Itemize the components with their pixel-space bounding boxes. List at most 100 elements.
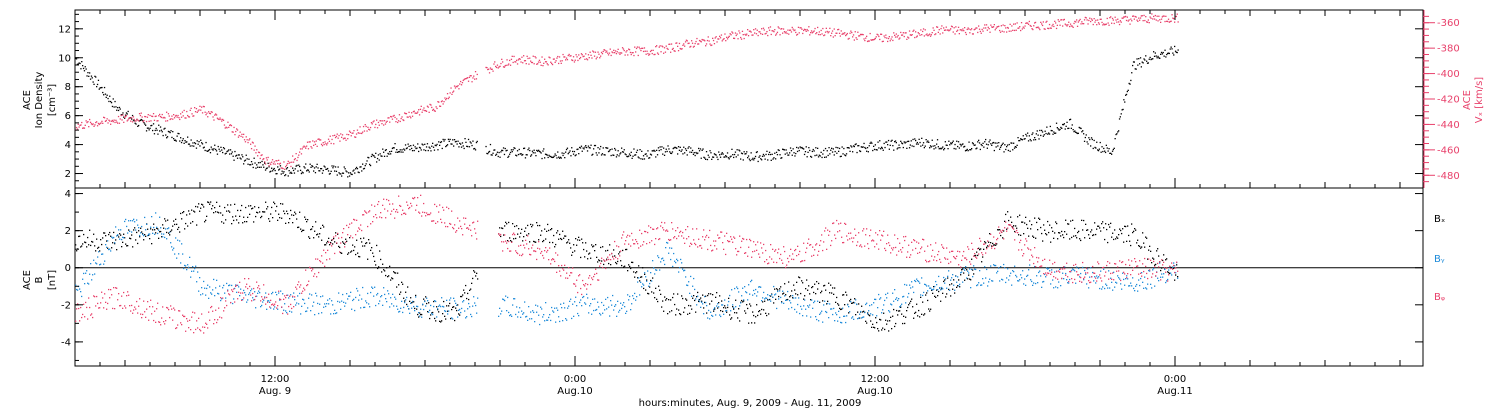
- data-point: [1120, 229, 1122, 232]
- data-point: [739, 150, 741, 152]
- data-point: [201, 143, 204, 145]
- data-point: [893, 32, 895, 34]
- data-point: [181, 324, 183, 326]
- data-point: [951, 277, 953, 279]
- data-point: [450, 317, 452, 320]
- data-point: [932, 27, 934, 29]
- data-point: [225, 126, 227, 128]
- data-point: [574, 250, 576, 252]
- data-point: [369, 164, 372, 167]
- data-point: [950, 25, 953, 27]
- data-point: [979, 148, 981, 151]
- data-point: [361, 298, 363, 300]
- data-point: [100, 239, 102, 241]
- data-point: [224, 206, 226, 209]
- data-point: [323, 143, 325, 146]
- data-point: [143, 119, 145, 122]
- data-point: [1010, 272, 1012, 274]
- data-point: [684, 45, 686, 47]
- data-point: [866, 302, 868, 304]
- data-point: [438, 311, 440, 313]
- data-point: [132, 116, 135, 118]
- data-point: [653, 149, 655, 151]
- data-point: [462, 294, 464, 296]
- data-point: [242, 136, 244, 138]
- data-point: [301, 171, 303, 173]
- data-point: [1142, 281, 1144, 283]
- data-point: [236, 128, 238, 130]
- data-point: [189, 256, 191, 258]
- data-point: [346, 133, 348, 136]
- data-point: [947, 277, 949, 279]
- data-point: [151, 115, 153, 117]
- data-point: [208, 311, 210, 313]
- data-point: [405, 291, 407, 293]
- data-point: [694, 42, 696, 45]
- data-point: [802, 315, 804, 317]
- data-point: [209, 286, 211, 288]
- data-point: [455, 85, 457, 88]
- data-point: [1007, 268, 1009, 270]
- data-point: [955, 275, 957, 277]
- data-point: [832, 36, 834, 38]
- data-point: [332, 243, 334, 245]
- data-point: [243, 297, 245, 299]
- data-point: [941, 147, 943, 149]
- data-point: [468, 76, 471, 78]
- data-point: [288, 170, 290, 172]
- data-point: [174, 139, 177, 141]
- data-point: [132, 119, 135, 121]
- data-point: [96, 295, 98, 298]
- data-point: [873, 326, 875, 328]
- data-point: [998, 142, 1000, 144]
- data-point: [862, 311, 864, 313]
- data-point: [139, 114, 142, 117]
- data-point: [99, 87, 101, 89]
- data-point: [931, 32, 933, 34]
- data-point: [914, 312, 916, 314]
- data-point: [1083, 23, 1085, 25]
- data-point: [1142, 20, 1144, 22]
- data-point: [837, 29, 839, 31]
- data-point: [322, 169, 324, 172]
- data-point: [127, 110, 129, 113]
- data-point: [167, 113, 170, 115]
- data-point: [551, 306, 553, 309]
- data-point: [196, 111, 198, 113]
- data-point: [1014, 230, 1016, 233]
- data-point: [623, 149, 625, 151]
- data-point: [288, 305, 290, 308]
- data-point: [227, 290, 229, 292]
- data-point: [505, 221, 507, 223]
- data-point: [714, 153, 716, 156]
- data-point: [982, 142, 984, 144]
- data-point: [998, 25, 1000, 27]
- data-point: [1135, 285, 1137, 287]
- data-point: [1108, 148, 1110, 150]
- data-point: [87, 236, 89, 239]
- data-point: [217, 211, 219, 213]
- data-point: [838, 310, 840, 312]
- data-point: [1043, 280, 1045, 283]
- data-point: [847, 147, 849, 149]
- data-point: [474, 147, 476, 150]
- data-point: [470, 75, 472, 77]
- data-point: [1062, 124, 1065, 126]
- data-point: [425, 305, 427, 307]
- data-point: [289, 218, 291, 220]
- data-point: [1082, 130, 1084, 132]
- data-point: [365, 163, 367, 165]
- data-point: [215, 113, 217, 115]
- data-point: [738, 30, 740, 32]
- data-point: [1097, 277, 1099, 279]
- data-point: [409, 300, 411, 302]
- data-point: [386, 155, 388, 157]
- data-point: [898, 298, 900, 300]
- data-point: [848, 312, 850, 314]
- data-point: [1058, 232, 1060, 234]
- data-point: [954, 292, 956, 294]
- data-point: [486, 67, 488, 69]
- data-point: [791, 306, 793, 309]
- data-point: [1011, 25, 1013, 27]
- data-point: [735, 34, 737, 37]
